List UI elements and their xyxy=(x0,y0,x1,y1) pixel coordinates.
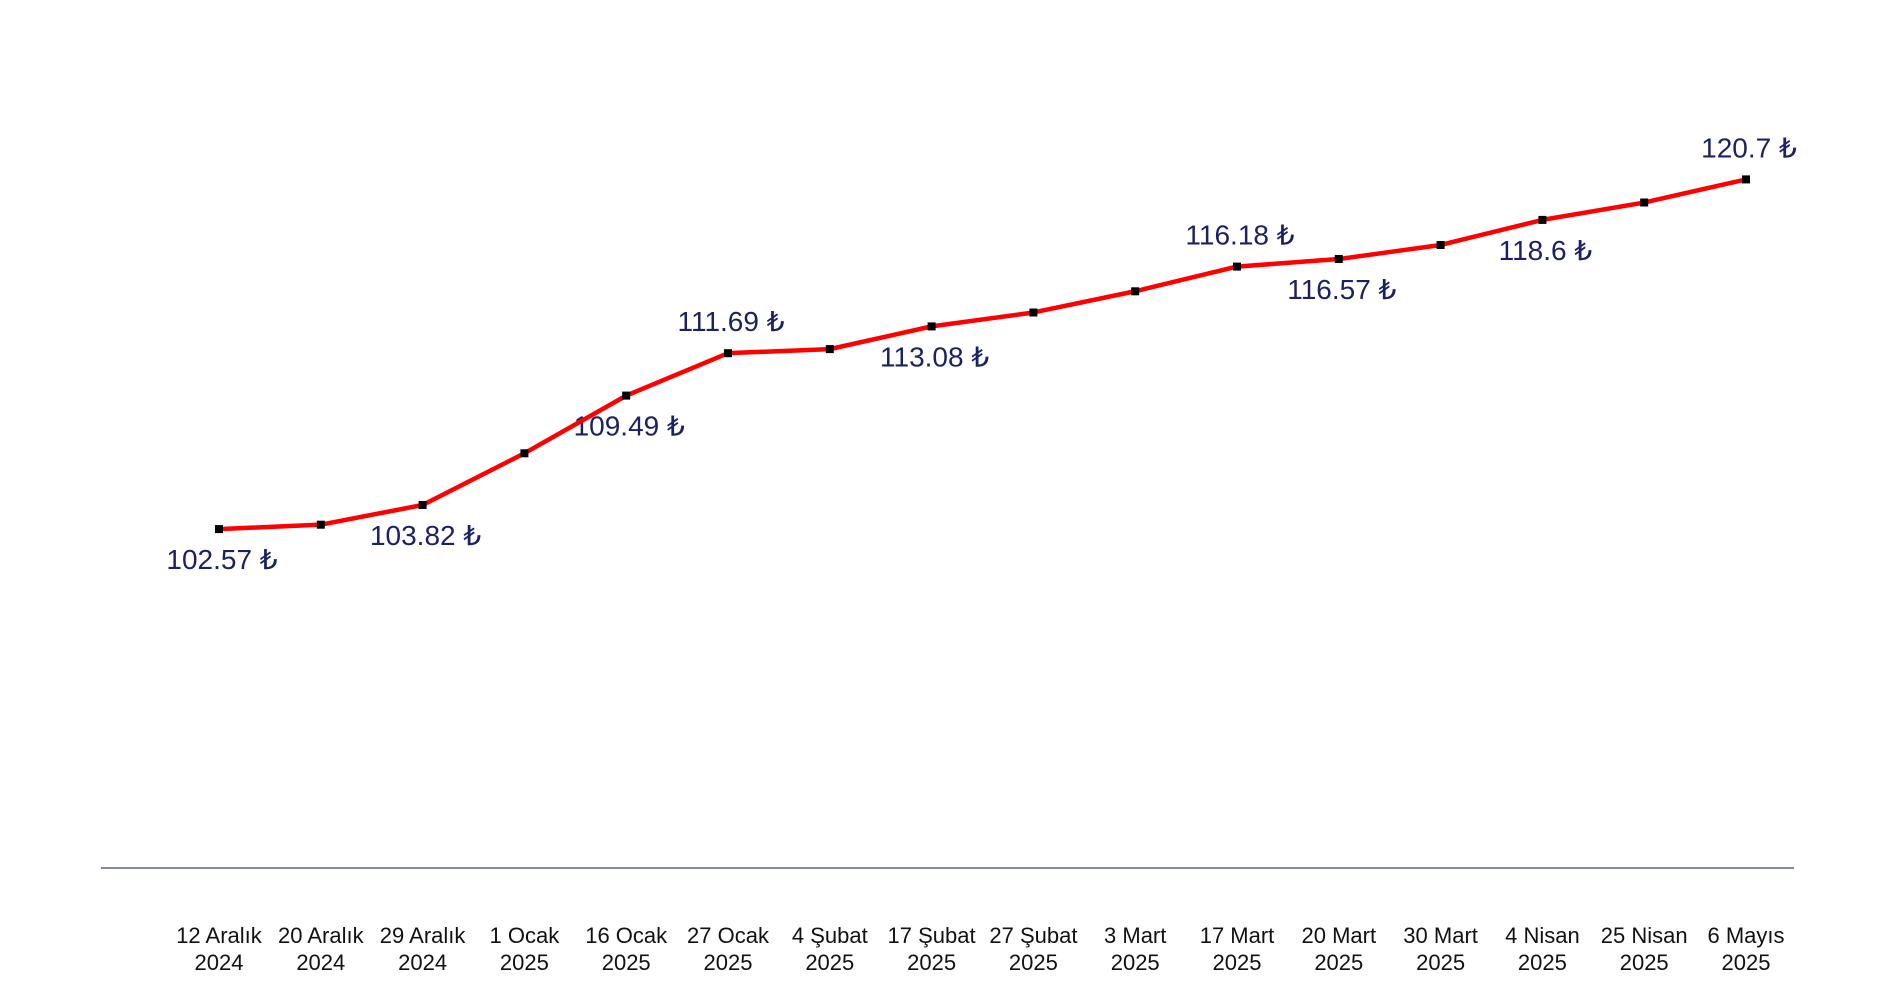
data-label: 120.7 ₺ xyxy=(1701,132,1797,163)
data-point-marker xyxy=(1029,308,1038,317)
x-tick-label: 17 Mart 2025 xyxy=(1200,923,1275,975)
data-point-marker xyxy=(1538,215,1547,224)
series-layer xyxy=(215,175,1750,534)
data-point-marker xyxy=(1742,175,1750,184)
data-label: 116.18 ₺ xyxy=(1185,220,1294,251)
data-label: 113.08 ₺ xyxy=(880,341,989,372)
x-tick-label: 27 Ocak 2025 xyxy=(687,923,770,975)
data-point-marker xyxy=(1131,287,1140,296)
x-tick-label: 25 Nisan 2025 xyxy=(1601,923,1688,975)
data-point-marker xyxy=(316,520,325,529)
x-tick-label-year: 2024 xyxy=(195,950,244,975)
x-tick-label-year: 2025 xyxy=(704,950,753,975)
data-point-marker xyxy=(724,349,732,358)
x-tick-label-year: 2025 xyxy=(1314,950,1363,975)
x-tick-label-date: 30 Mart xyxy=(1403,923,1478,948)
data-label: 102.57 ₺ xyxy=(166,544,277,575)
x-tick-label-year: 2024 xyxy=(296,950,345,975)
x-tick-label-year: 2025 xyxy=(1111,950,1160,975)
data-label: 103.82 ₺ xyxy=(370,520,481,551)
x-tick-label: 3 Mart 2025 xyxy=(1104,923,1166,975)
x-tick-label-year: 2025 xyxy=(805,950,854,975)
data-label: 118.6 ₺ xyxy=(1499,235,1593,266)
x-tick-label-year: 2024 xyxy=(398,950,447,975)
x-tick-label-date: 20 Aralık xyxy=(278,923,365,948)
data-point-marker xyxy=(520,449,529,458)
x-tick-label-year: 2025 xyxy=(907,950,956,975)
x-tick-label: 29 Aralık 2024 xyxy=(380,923,467,975)
x-tick-label-date: 3 Mart xyxy=(1104,923,1166,948)
x-tick-label: 1 Ocak 2025 xyxy=(490,923,561,975)
x-tick-label: 4 Nisan 2025 xyxy=(1505,923,1580,975)
x-tick-label-date: 4 Şubat xyxy=(792,923,868,948)
series-line xyxy=(218,177,1747,532)
x-tick-label-year: 2025 xyxy=(602,950,651,975)
x-tick-label: 27 Şubat 2025 xyxy=(989,923,1077,975)
data-labels: 102.57 ₺103.82 ₺109.49 ₺111.69 ₺113.08 ₺… xyxy=(166,132,1797,575)
x-tick-label-date: 17 Mart xyxy=(1200,923,1275,948)
x-tick-label-date: 16 Ocak xyxy=(585,923,668,948)
x-tick-label-year: 2025 xyxy=(1009,950,1058,975)
x-tick-label: 20 Mart 2025 xyxy=(1302,923,1377,975)
x-tick-label-year: 2025 xyxy=(500,950,549,975)
data-label: 111.69 ₺ xyxy=(677,306,784,337)
x-tick-label-date: 4 Nisan xyxy=(1505,923,1580,948)
x-tick-label-date: 27 Şubat xyxy=(989,923,1077,948)
x-tick-label-date: 17 Şubat xyxy=(888,923,976,948)
x-tick-label-year: 2025 xyxy=(1416,950,1465,975)
x-tick-label: 20 Aralık 2024 xyxy=(278,923,365,975)
x-tick-label-date: 25 Nisan xyxy=(1601,923,1688,948)
x-tick-label-year: 2025 xyxy=(1213,950,1262,975)
x-tick-label-date: 29 Aralık xyxy=(380,923,467,948)
data-point-marker xyxy=(1334,255,1343,263)
data-point-marker xyxy=(825,345,834,354)
data-point-marker xyxy=(1436,241,1445,249)
data-point-marker xyxy=(1640,198,1649,207)
x-tick-label-date: 20 Mart xyxy=(1302,923,1377,948)
x-tick-label: 4 Şubat 2025 xyxy=(792,923,868,975)
x-tick-label: 17 Şubat 2025 xyxy=(888,923,976,975)
x-tick-label-date: 6 Mayıs xyxy=(1707,923,1784,948)
x-tick-label: 6 Mayıs 2025 xyxy=(1707,923,1784,975)
data-point-marker xyxy=(418,501,427,509)
x-tick-label: 16 Ocak 2025 xyxy=(585,923,668,975)
x-tick-label: 30 Mart 2025 xyxy=(1403,923,1478,975)
x-tick-label-date: 1 Ocak xyxy=(490,923,561,948)
x-tick-label: 12 Aralık 2024 xyxy=(176,923,263,975)
data-point-marker xyxy=(1233,262,1241,271)
x-tick-label-date: 27 Ocak xyxy=(687,923,770,948)
data-point-marker xyxy=(215,525,223,534)
data-point-marker xyxy=(927,322,936,331)
data-point-marker xyxy=(622,391,631,400)
data-label: 116.57 ₺ xyxy=(1287,274,1396,305)
x-tick-label-date: 12 Aralık xyxy=(176,923,263,948)
x-tick-label-year: 2025 xyxy=(1518,950,1567,975)
x-tick-label-year: 2025 xyxy=(1620,950,1669,975)
x-tick-label-year: 2025 xyxy=(1722,950,1771,975)
